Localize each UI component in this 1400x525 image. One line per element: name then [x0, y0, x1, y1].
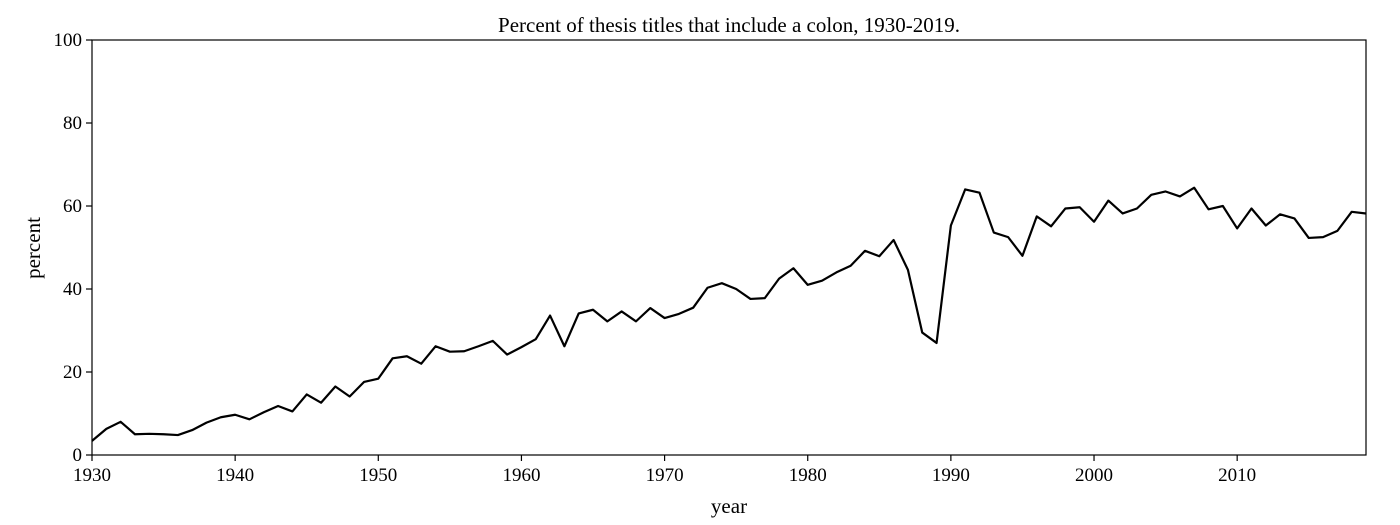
y-tick-label: 40 [63, 279, 82, 300]
y-tick-label: 80 [63, 113, 82, 134]
y-tick-label: 20 [63, 362, 82, 383]
x-axis-label: year [711, 494, 747, 518]
y-axis: 0 20 40 60 80 100 [54, 30, 92, 466]
x-axis: 1930 1940 1950 1960 1970 1980 1990 2000 2010 [73, 455, 1256, 486]
x-tick-label: 1950 [359, 465, 397, 486]
x-tick-label: 2000 [1075, 465, 1113, 486]
chart-title: Percent of thesis titles that include a … [498, 13, 960, 37]
x-tick-label: 1960 [502, 465, 540, 486]
x-tick-label: 1990 [932, 465, 970, 486]
series-line [91, 186, 1367, 442]
x-tick-label: 1940 [216, 465, 254, 486]
y-tick-label: 60 [63, 196, 82, 217]
y-tick-label: 0 [73, 445, 83, 466]
x-tick-label: 1980 [789, 465, 827, 486]
x-tick-label: 1970 [646, 465, 684, 486]
y-tick-label: 100 [54, 30, 83, 51]
plot-frame [91, 39, 1367, 456]
y-axis-label: percent [21, 217, 45, 279]
x-tick-label: 2010 [1218, 465, 1256, 486]
x-tick-label: 1930 [73, 465, 111, 486]
